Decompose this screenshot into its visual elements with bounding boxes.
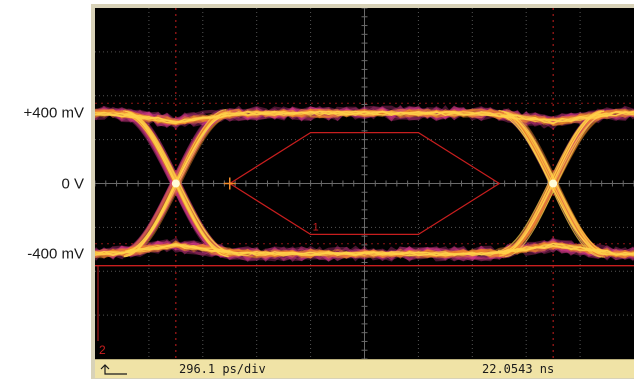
eye-traces: [95, 104, 634, 263]
eye-low-rail: [95, 244, 634, 257]
eye-high-rail: [95, 105, 634, 127]
eye-high-rail: [95, 105, 634, 128]
channel-label: 2: [99, 343, 106, 357]
reference-line: [95, 265, 634, 341]
status-bar: 296.1 ps/div 22.0543 ns: [95, 359, 634, 378]
eye-high-rail: [95, 110, 634, 124]
eye-mask: [223, 131, 501, 235]
crossing-point: [549, 179, 558, 188]
scope-screen: 1 2: [95, 8, 634, 359]
eye-diagram-plot: 1 2: [95, 8, 634, 359]
y-tick-label: 0 V: [61, 175, 84, 192]
time-per-div-readout: 296.1 ps/div: [179, 362, 266, 376]
eye-high-rail: [95, 108, 634, 126]
y-tick-label: +400 mV: [23, 104, 84, 122]
eye-low-rail: [95, 239, 634, 262]
crossing-point: [171, 179, 180, 188]
mask-label: 1: [313, 221, 319, 233]
mask-polygon: [228, 131, 501, 235]
eye-low-rail: [95, 242, 634, 257]
time-position-readout: 22.0543 ns: [482, 362, 555, 376]
oscilloscope-frame: 1 2 296.1 ps/div 22.0543 ns: [91, 4, 634, 379]
trigger-edge-icon[interactable]: [99, 361, 129, 377]
y-tick-label: -400 mV: [27, 245, 84, 263]
eye-high-rail: [95, 110, 634, 125]
